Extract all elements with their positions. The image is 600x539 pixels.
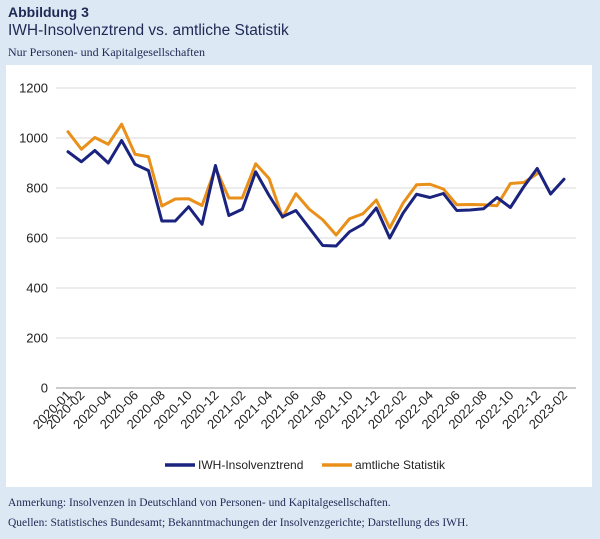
chart-panel: 0 200 400 600 800 1000 1200 2020-01 2020-02 2020-… (6, 65, 592, 487)
chart-title: IWH-Insolvenztrend vs. amtliche Statisti… (8, 22, 289, 39)
line-chart: 0200400600800100012002020-012020-022020-… (19, 81, 576, 472)
chart-subtitle: Nur Personen- und Kapitalgesellschaften (8, 45, 205, 59)
y-tick-label: 1200 (19, 81, 48, 96)
sources-note: Quellen: Statistisches Bundesamt; Bekann… (8, 517, 469, 529)
y-tick-label: 400 (26, 281, 48, 296)
legend-label: amtliche Statistik (355, 458, 446, 472)
y-tick-label: 200 (26, 331, 48, 346)
y-tick-label: 1000 (19, 131, 48, 146)
legend-label: IWH-Insolvenztrend (198, 458, 303, 472)
remark-note: Anmerkung: Insolvenzen in Deutschland vo… (8, 497, 391, 509)
y-tick-label: 0 (41, 381, 48, 396)
y-tick-label: 800 (26, 181, 48, 196)
series-line-amtliche-statistik (66, 122, 539, 237)
series-line-iwh-insolvenztrend (66, 139, 566, 248)
figure-label: Abbildung 3 (8, 4, 89, 20)
y-tick-label: 600 (26, 231, 48, 246)
